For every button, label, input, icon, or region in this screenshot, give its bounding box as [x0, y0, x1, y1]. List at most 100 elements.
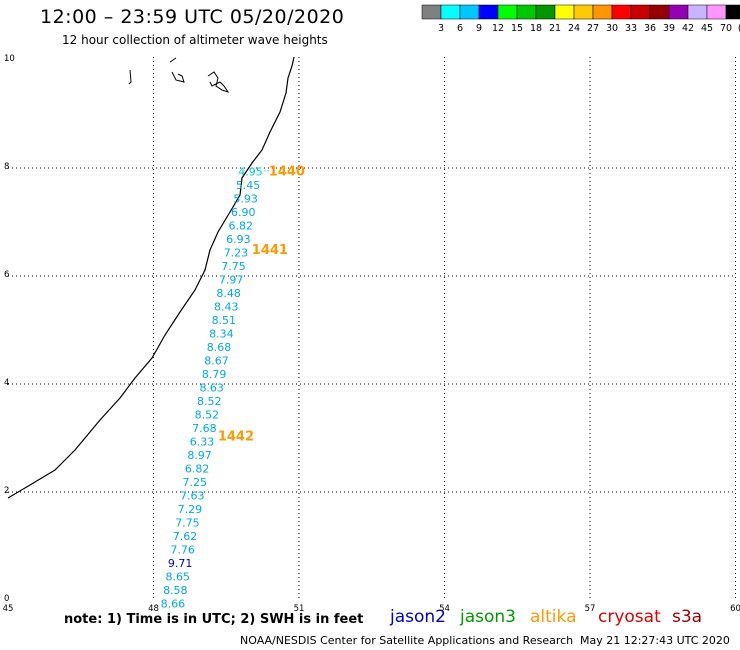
swh-value: 6.82 — [229, 220, 254, 233]
pass-time-label: 1442 — [218, 429, 254, 444]
legend-swatch — [592, 4, 613, 20]
pass-time-label: 1441 — [252, 243, 288, 258]
legend-label: 21 — [549, 23, 561, 34]
swh-value: 8.79 — [202, 368, 227, 381]
legend-label: 30 — [606, 23, 618, 34]
legend-swatch — [516, 4, 537, 20]
generation-timestamp: May 21 12:27:43 UTC 2020 — [580, 634, 730, 647]
swh-value: 6.93 — [226, 233, 251, 246]
swh-value: 9.71 — [168, 557, 193, 570]
legend-label: (ft) — [738, 23, 740, 34]
y-tick-label: 10 — [4, 54, 15, 64]
legend-cryosat: cryosat — [598, 607, 661, 627]
swh-value: 7.62 — [173, 530, 198, 543]
island-group — [128, 57, 230, 93]
swh-value: 8.34 — [209, 328, 234, 341]
island — [128, 69, 132, 85]
legend-altika: altika — [530, 607, 577, 627]
legend-jason3: jason3 — [460, 607, 516, 627]
swh-value: 7.29 — [178, 503, 203, 516]
legend-swatch — [459, 4, 480, 20]
x-tick-label: 45 — [3, 604, 14, 614]
legend-label: 39 — [663, 23, 675, 34]
y-tick-label: 8 — [4, 162, 9, 172]
legend-swatch — [668, 4, 689, 20]
legend-swatch — [725, 4, 740, 20]
legend-swatch — [478, 4, 499, 20]
swh-value: 8.58 — [163, 584, 188, 597]
island — [207, 71, 230, 93]
legend-label: 3 — [438, 23, 444, 34]
pass-time-label: 1440 — [269, 165, 305, 180]
legend-swatch — [440, 4, 461, 20]
legend-label: 12 — [492, 23, 504, 34]
footnote: note: 1) Time is in UTC; 2) SWH is in fe… — [64, 612, 364, 627]
swh-value: 5.45 — [236, 179, 261, 192]
legend-swatch — [554, 4, 575, 20]
legend-swatch — [573, 4, 594, 20]
legend-label: 6 — [457, 23, 463, 34]
legend-label: 33 — [625, 23, 637, 34]
legend-s3a: s3a — [672, 607, 703, 627]
swh-value: 7.25 — [182, 476, 207, 489]
island — [169, 57, 185, 83]
legend-swatch — [649, 4, 670, 20]
swh-value: 8.67 — [204, 355, 229, 368]
swh-value: 8.65 — [166, 571, 191, 584]
legend-label: 15 — [511, 23, 523, 34]
swh-value: 7.63 — [180, 490, 205, 503]
swh-value: 8.52 — [195, 409, 220, 422]
y-tick-label: 0 — [4, 594, 9, 604]
page-subtitle: 12 hour collection of altimeter wave hei… — [62, 33, 328, 47]
y-tick-label: 2 — [4, 486, 9, 496]
swh-value: 8.51 — [212, 314, 237, 327]
x-tick-label: 60 — [730, 604, 740, 614]
legend-label: 36 — [644, 23, 656, 34]
legend-swatch — [630, 4, 651, 20]
swh-value: 8.63 — [199, 382, 224, 395]
swh-value: 7.97 — [219, 274, 244, 287]
coastline — [7, 56, 295, 499]
swh-value: 7.23 — [224, 247, 249, 260]
legend-label: 70 — [720, 23, 732, 34]
legend-swatch — [535, 4, 556, 20]
altimeter-track: 4.955.455.936.906.826.937.237.757.978.48… — [161, 165, 305, 611]
swh-value: 7.76 — [170, 544, 195, 557]
legend-swatch — [497, 4, 518, 20]
map-grid: 45 48 51 54 57 60 0 2 4 6 8 10 — [3, 54, 740, 614]
page-title: 12:00 – 23:59 UTC 05/20/2020 — [40, 6, 345, 28]
swh-value: 6.90 — [231, 206, 256, 219]
x-tick-label: 57 — [585, 604, 596, 614]
y-tick-label: 6 — [4, 270, 9, 280]
swh-value: 7.75 — [221, 260, 246, 273]
swh-value: 6.82 — [185, 463, 210, 476]
swh-value: 7.75 — [175, 517, 200, 530]
swh-value: 8.66 — [161, 598, 186, 611]
swh-value: 4.95 — [238, 166, 263, 179]
swh-value: 7.68 — [192, 422, 217, 435]
x-tick-label: 48 — [148, 604, 159, 614]
swh-value: 8.68 — [207, 341, 232, 354]
legend-swatch — [611, 4, 632, 20]
legend-swatch — [687, 4, 708, 20]
credit-line: NOAA/NESDIS Center for Satellite Applica… — [240, 634, 574, 647]
swh-value: 8.48 — [216, 287, 241, 300]
legend-label: 18 — [530, 23, 542, 34]
legend-jason2: jason2 — [390, 607, 446, 627]
legend-label: 42 — [682, 23, 694, 34]
legend-label: 27 — [587, 23, 599, 34]
x-tick-label: 51 — [294, 604, 305, 614]
legend-label: 24 — [568, 23, 580, 34]
swh-value: 6.33 — [190, 436, 215, 449]
swh-value: 8.97 — [187, 449, 212, 462]
swh-value: 8.52 — [197, 395, 222, 408]
swh-value: 8.43 — [214, 301, 239, 314]
legend-swatch — [706, 4, 727, 20]
y-tick-label: 4 — [4, 378, 9, 388]
x-tick-label: 54 — [439, 604, 450, 614]
swh-value: 5.93 — [233, 193, 258, 206]
legend-swatch — [421, 4, 442, 20]
legend-label: 9 — [476, 23, 482, 34]
